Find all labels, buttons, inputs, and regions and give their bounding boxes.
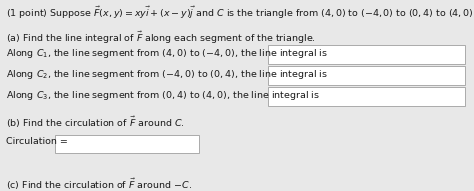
Bar bbox=[268, 45, 465, 64]
Text: Along $C_3$, the line segment from $(0, 4)$ to $(4, 0)$, the line integral is: Along $C_3$, the line segment from $(0, … bbox=[6, 89, 319, 102]
Text: Along $C_1$, the line segment from $(4, 0)$ to $(-4, 0)$, the line integral is: Along $C_1$, the line segment from $(4, … bbox=[6, 47, 328, 60]
Text: (a) Find the line integral of $\vec{F}$ along each segment of the triangle.: (a) Find the line integral of $\vec{F}$ … bbox=[6, 30, 316, 46]
Text: Along $C_2$, the line segment from $(-4, 0)$ to $(0, 4)$, the line integral is: Along $C_2$, the line segment from $(-4,… bbox=[6, 68, 328, 81]
Bar bbox=[55, 135, 199, 153]
Text: (c) Find the circulation of $\vec{F}$ around $-C$.: (c) Find the circulation of $\vec{F}$ ar… bbox=[6, 177, 191, 191]
Bar bbox=[268, 87, 465, 106]
Text: Circulation =: Circulation = bbox=[6, 137, 68, 146]
Text: (1 point) Suppose $\vec{F}(x, y) = xy\vec{i} + (x - y)\vec{j}$ and $C$ is the tr: (1 point) Suppose $\vec{F}(x, y) = xy\ve… bbox=[6, 5, 474, 21]
Text: (b) Find the circulation of $\vec{F}$ around $C$.: (b) Find the circulation of $\vec{F}$ ar… bbox=[6, 115, 184, 130]
Bar bbox=[268, 66, 465, 85]
